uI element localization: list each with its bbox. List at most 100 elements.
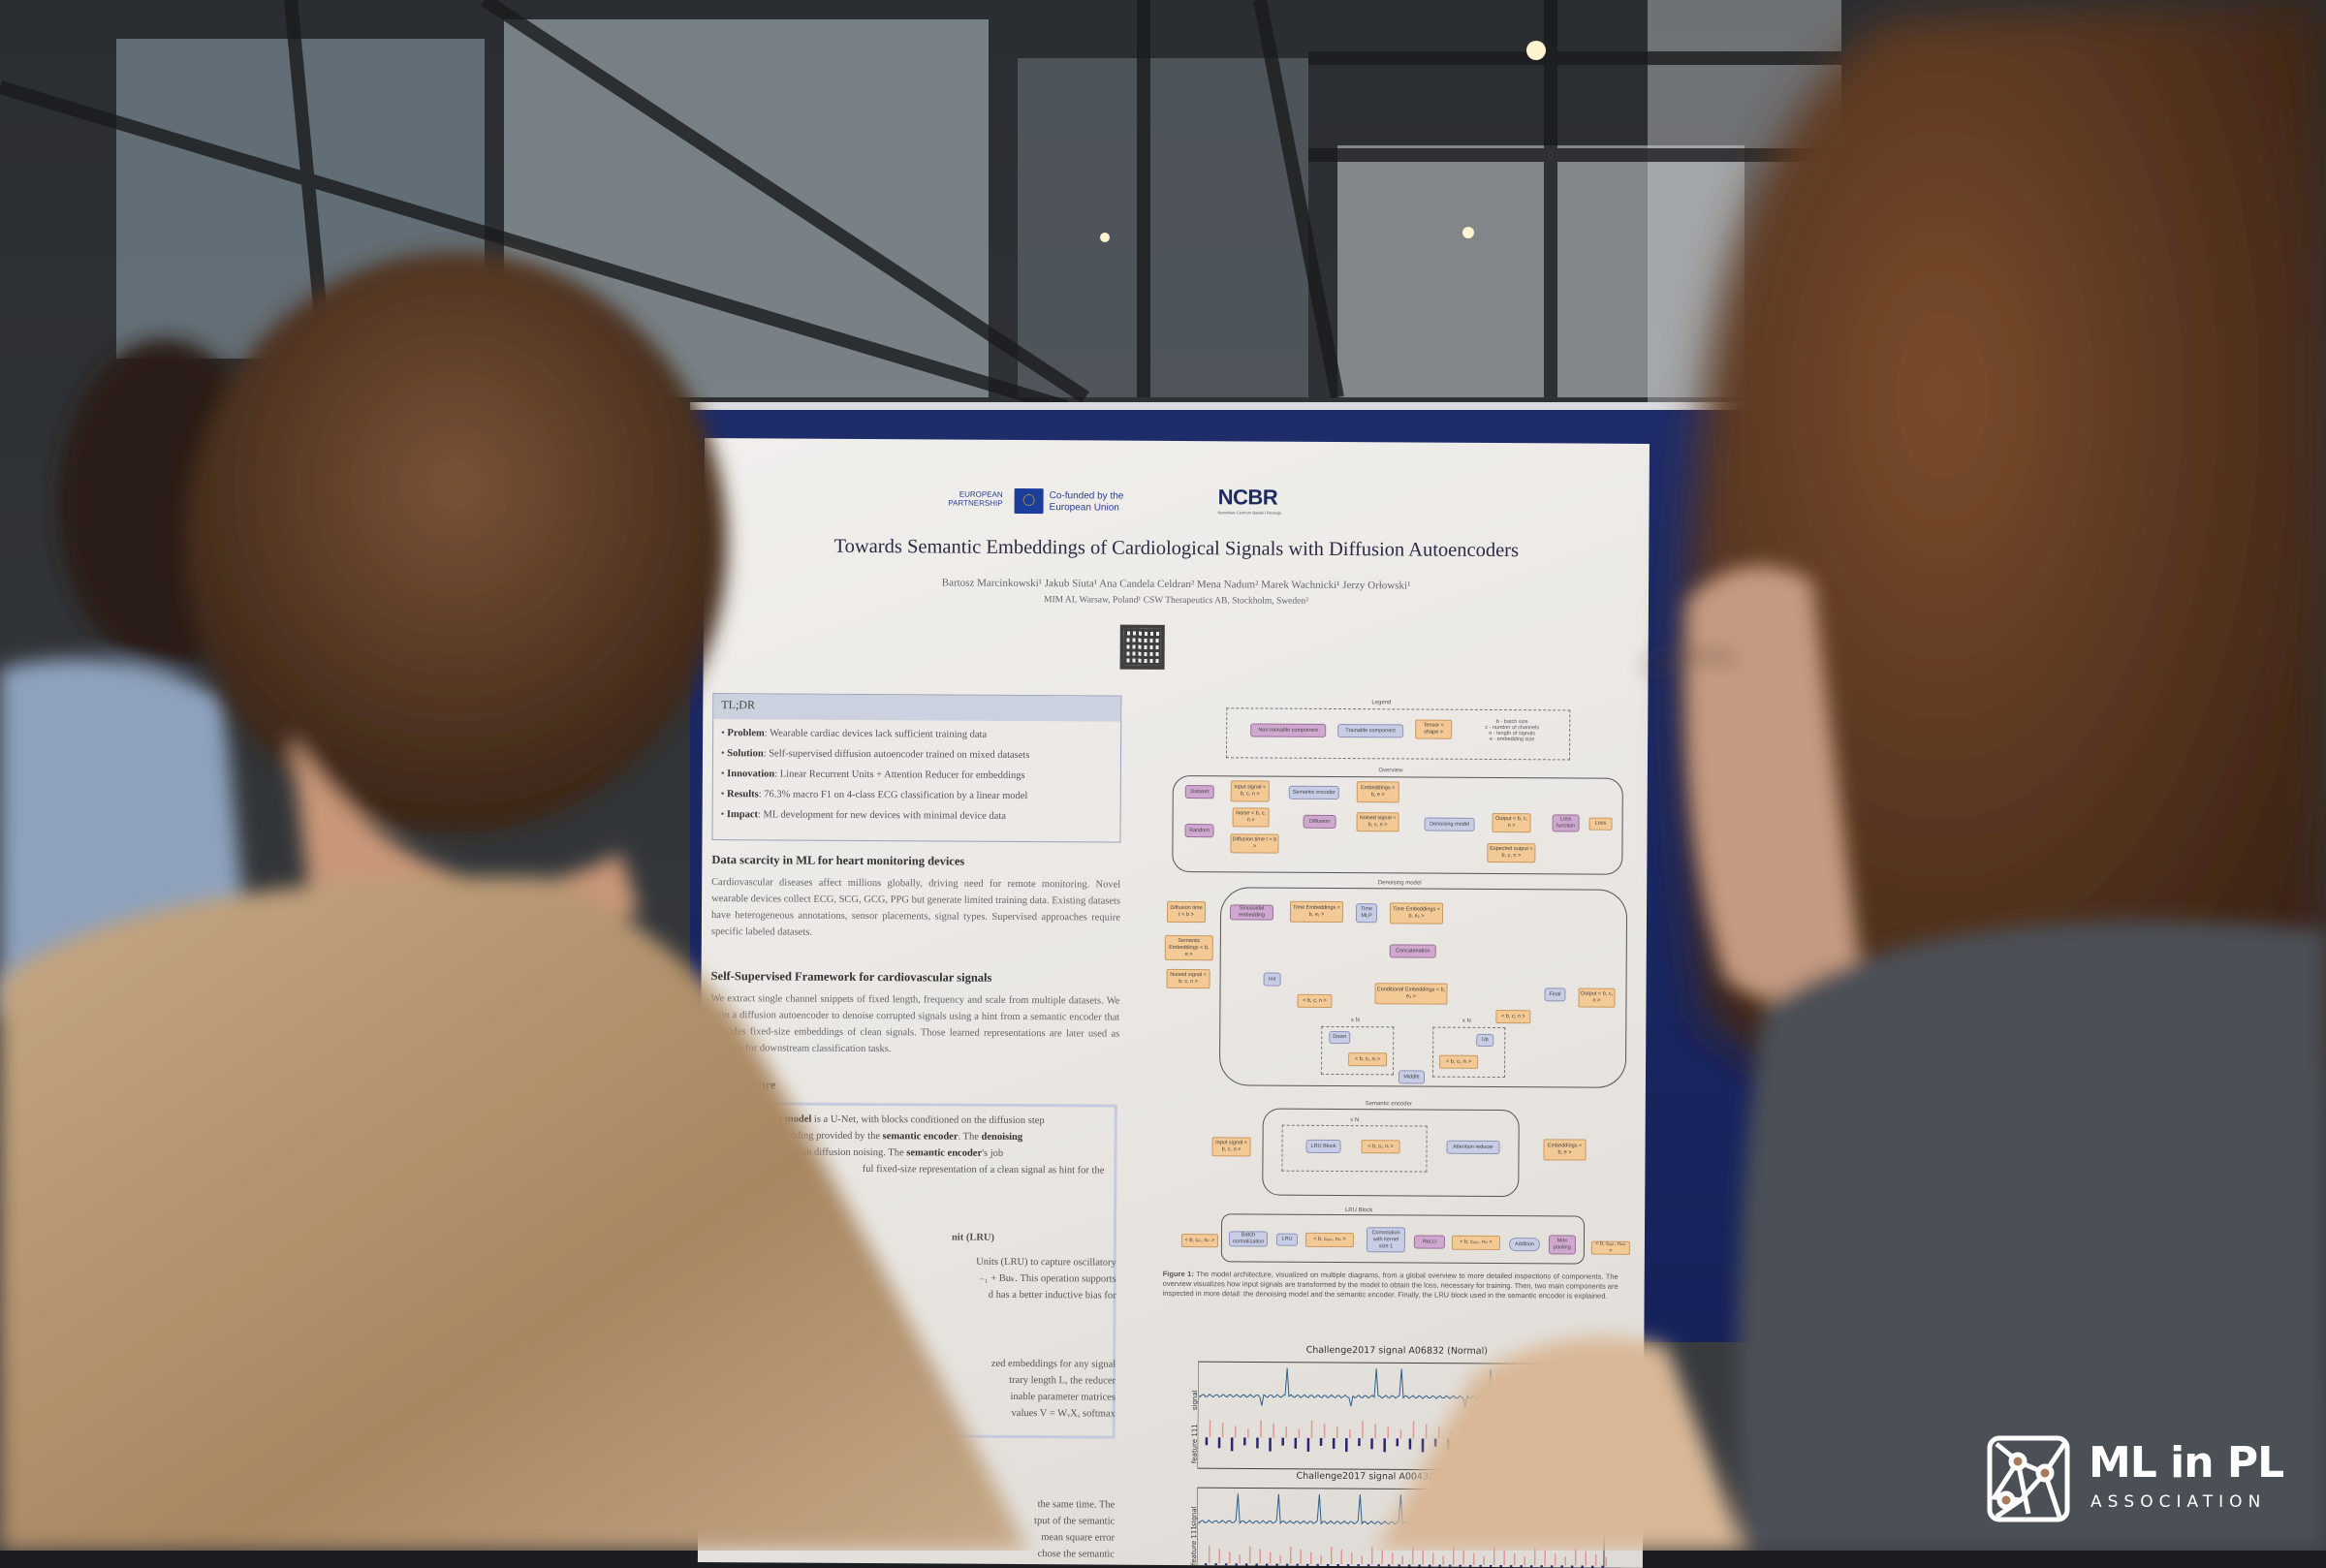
feature-bar bbox=[1248, 1546, 1251, 1564]
legend-title: Legend bbox=[1371, 700, 1392, 706]
denoising-title: Denoising model bbox=[1377, 880, 1422, 887]
feature-bar bbox=[1561, 1439, 1564, 1451]
plot-title: Challenge2017 signal A06832 (Normal) bbox=[1305, 1344, 1488, 1357]
feature-bar bbox=[1305, 1563, 1309, 1568]
node-attention-reducer: Attention reducer bbox=[1446, 1140, 1500, 1155]
feature-bar bbox=[1412, 1421, 1415, 1439]
ecg-plots bbox=[1196, 1361, 1607, 1568]
feature-bar bbox=[1224, 1563, 1228, 1568]
node-tensor: < b, c, n > bbox=[1495, 1009, 1531, 1024]
feature-bar bbox=[1544, 1551, 1547, 1566]
feature-bar bbox=[1438, 1564, 1441, 1568]
feature-bar bbox=[1501, 1430, 1504, 1440]
feature-bar bbox=[1411, 1547, 1414, 1565]
signal-trace bbox=[1199, 1367, 1602, 1408]
feature-bar bbox=[1513, 1553, 1516, 1566]
feature-bar bbox=[1523, 1439, 1526, 1451]
feature-bar bbox=[1535, 1439, 1539, 1454]
node-output: Output < b, c, n > bbox=[1492, 812, 1531, 833]
feature-bar bbox=[1564, 1556, 1566, 1566]
legend-key: b - batch size c - number of channels n - … bbox=[1485, 718, 1540, 743]
feature-bar bbox=[1574, 1548, 1577, 1566]
node-semantic-embeddings: Semantic Embeddings < b, e > bbox=[1164, 934, 1213, 961]
feature-bar bbox=[1479, 1564, 1482, 1568]
node-time-mlp: Time MLP bbox=[1355, 903, 1378, 924]
feature-bar bbox=[1349, 1429, 1351, 1439]
feature-bar bbox=[1323, 1423, 1326, 1438]
node-noised-signal: Noised signal < b, c, n > bbox=[1356, 812, 1399, 832]
node-up: Up bbox=[1476, 1033, 1494, 1047]
node-tensor: < b, cₒᵤₜ, nₒᵤₜ > bbox=[1590, 1240, 1630, 1255]
node-lru-block: LRU Block bbox=[1305, 1139, 1341, 1154]
feature-bar bbox=[1529, 1565, 1533, 1568]
feature-bar bbox=[1285, 1563, 1289, 1568]
feature-bar bbox=[1306, 1437, 1310, 1452]
feature-bar bbox=[1294, 1437, 1298, 1449]
node-input-signal: Input signal < b, c, n > bbox=[1230, 780, 1270, 802]
feature-bar bbox=[1418, 1564, 1421, 1568]
node-convolution: Convolution with kernel size 1 bbox=[1366, 1227, 1406, 1253]
node-conditional-embeddings: Conditional Embeddings < b, e₃ > bbox=[1374, 983, 1448, 1005]
node-embeddings: Embeddings < b, e > bbox=[1356, 781, 1399, 803]
feature-bar bbox=[1570, 1565, 1574, 1568]
feature-bar bbox=[1526, 1425, 1529, 1440]
node-diffusion-time: Diffusion time t < b > bbox=[1166, 900, 1207, 924]
feature-bar bbox=[1361, 1555, 1363, 1565]
node-tensor: < b, cᵢ, nᵢ > bbox=[1361, 1140, 1400, 1154]
feature-bar bbox=[1399, 1429, 1402, 1439]
feature-bar bbox=[1472, 1552, 1475, 1565]
feature-bar bbox=[1601, 1565, 1604, 1568]
feature-bar bbox=[1298, 1428, 1301, 1438]
feature-bar bbox=[1370, 1547, 1373, 1565]
signal-trace bbox=[1198, 1493, 1601, 1526]
feature-bar bbox=[1468, 1564, 1472, 1568]
feature-bar bbox=[1499, 1565, 1502, 1568]
feature-bar bbox=[1243, 1437, 1246, 1446]
feature-bar bbox=[1300, 1549, 1303, 1564]
feature-bar bbox=[1451, 1429, 1453, 1439]
feature-bar bbox=[1565, 1422, 1567, 1440]
feature-bar bbox=[1265, 1563, 1269, 1568]
feature-bar bbox=[1357, 1564, 1360, 1568]
feature-bar bbox=[1256, 1437, 1259, 1449]
feature-bar bbox=[1398, 1564, 1400, 1568]
feature-bar bbox=[1296, 1563, 1299, 1568]
feature-bar bbox=[1431, 1552, 1434, 1565]
feature-bar bbox=[1550, 1565, 1554, 1568]
figure-caption: Figure 1: The model architecture, visual… bbox=[1162, 1269, 1619, 1301]
feature-bar bbox=[1560, 1565, 1563, 1568]
feature-bar bbox=[1381, 1550, 1384, 1565]
feature-bar bbox=[1510, 1439, 1514, 1448]
feature-bar bbox=[1309, 1552, 1312, 1564]
feature-bar bbox=[1503, 1551, 1506, 1566]
feature-bar bbox=[1463, 1421, 1465, 1439]
feature-bar bbox=[1326, 1563, 1330, 1568]
node-concatenation: Concatenation bbox=[1389, 944, 1436, 958]
feature-bar bbox=[1437, 1427, 1440, 1439]
feature-bar bbox=[1421, 1438, 1425, 1453]
node-time-embeddings: Time Embeddings < b, e₂ > bbox=[1389, 902, 1444, 925]
watermark-title: ML in PL bbox=[2089, 1438, 2284, 1488]
feature-bar bbox=[1605, 1556, 1607, 1566]
node-time-embeddings: Time Embeddings < b, e₁ > bbox=[1289, 900, 1344, 924]
feature-bar bbox=[1539, 1427, 1542, 1440]
feature-bar bbox=[1330, 1546, 1333, 1564]
node-middle: Middle bbox=[1398, 1070, 1426, 1084]
feature-bar bbox=[1273, 1423, 1274, 1438]
semantic-encoder-title: Semantic encoder bbox=[1365, 1101, 1413, 1108]
feature-bar bbox=[1230, 1437, 1234, 1452]
node-random: Random bbox=[1184, 824, 1214, 838]
feature-bar bbox=[1204, 1563, 1208, 1568]
feature-bar bbox=[1279, 1554, 1281, 1564]
node-semantic-encoder: Semantic encoder bbox=[1288, 785, 1339, 800]
node-down: Down bbox=[1329, 1030, 1351, 1045]
feature-bar bbox=[1520, 1565, 1523, 1568]
feature-bar bbox=[1350, 1552, 1353, 1565]
node-tensor: < b, cᵢ, nᵢ > bbox=[1348, 1052, 1388, 1067]
feature-bar bbox=[1472, 1438, 1475, 1447]
feature-bar bbox=[1275, 1563, 1278, 1568]
feature-bar bbox=[1205, 1437, 1209, 1446]
node-loss: Loss bbox=[1588, 817, 1613, 831]
feature-bar bbox=[1554, 1553, 1556, 1566]
feature-bar bbox=[1346, 1564, 1350, 1568]
